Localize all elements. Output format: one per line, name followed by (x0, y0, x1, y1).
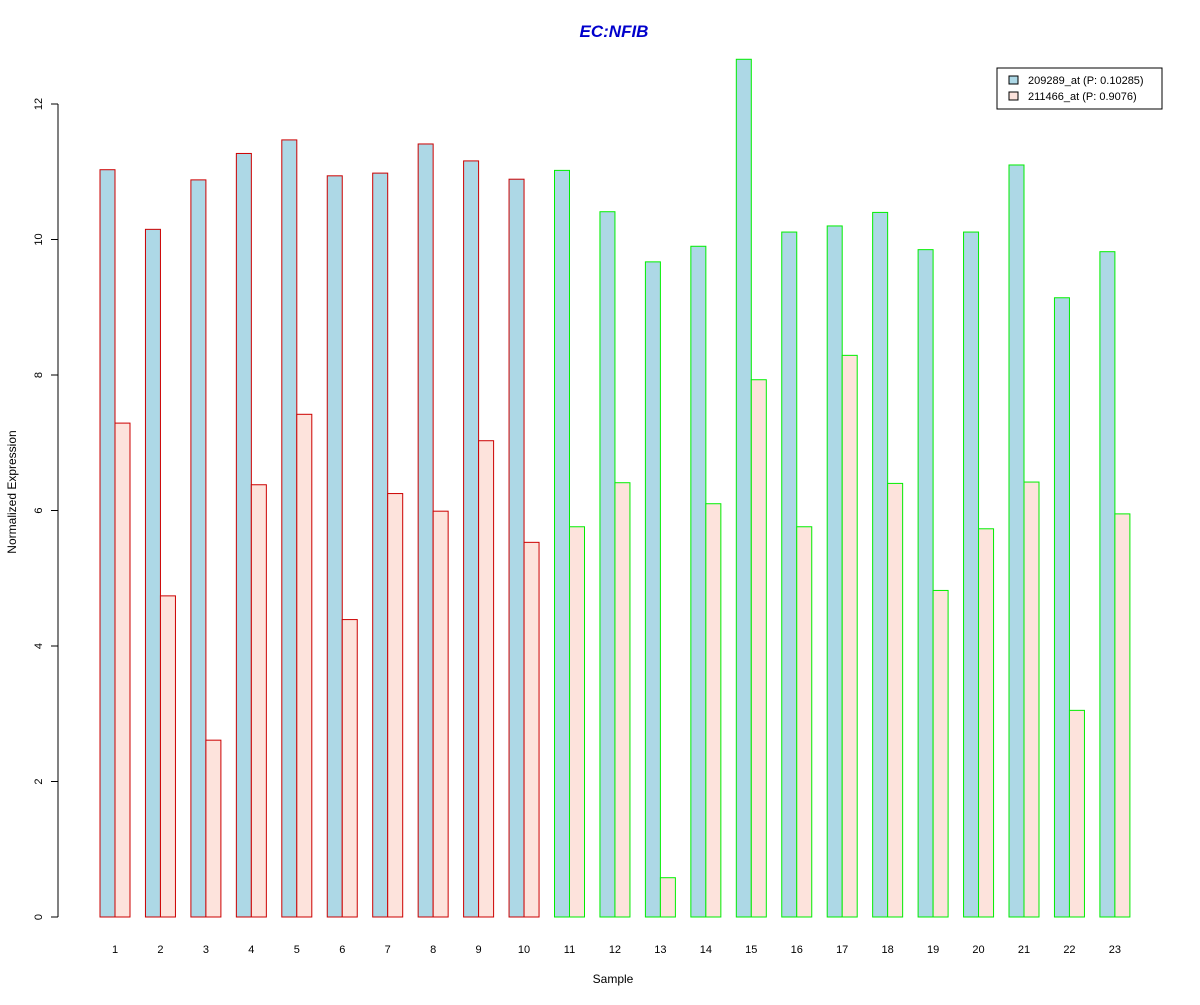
bar-series-1-sample-23 (1099, 251, 1116, 918)
bar-series-1-sample-2 (144, 228, 161, 918)
bar-series-1-sample-16 (781, 231, 798, 918)
x-tick-label: 13 (654, 944, 666, 956)
bar-series-1-sample-10 (508, 178, 525, 918)
bar-series-2-sample-21 (1023, 481, 1040, 918)
x-tick-label: 18 (882, 944, 894, 956)
y-tick-label: 2 (33, 778, 45, 784)
x-tick-label: 12 (609, 944, 621, 956)
legend-swatch-series-2 (1008, 91, 1019, 101)
bar-series-1-sample-9 (463, 160, 480, 918)
x-tick-label: 11 (564, 944, 575, 956)
bar-series-1-sample-5 (281, 139, 298, 918)
x-tick-label: 22 (1063, 944, 1075, 956)
bar-series-1-sample-1 (99, 169, 116, 918)
bar-series-2-sample-6 (341, 619, 358, 918)
y-tick-label: 4 (33, 643, 45, 649)
x-tick-label: 7 (385, 944, 391, 956)
bar-series-1-sample-13 (644, 261, 661, 918)
bar-series-1-sample-7 (372, 172, 389, 918)
bar-series-2-sample-9 (478, 440, 495, 918)
legend-swatch-series-1 (1008, 75, 1019, 85)
x-tick-label: 14 (700, 944, 712, 956)
bar-series-1-sample-17 (826, 225, 843, 918)
x-tick-label: 8 (430, 944, 436, 956)
bar-series-2-sample-14 (705, 503, 722, 918)
bar-series-2-sample-7 (387, 493, 404, 918)
x-tick-label: 17 (836, 944, 848, 956)
bars-layer (99, 58, 1131, 918)
x-tick-labels: 1 2 3 4 5 6 7 8 9 10 11 12 13 14 15 16 17 18 19 20 21 22 23 (112, 944, 1121, 956)
bar-series-2-sample-20 (978, 528, 995, 918)
x-tick-label: 15 (745, 944, 757, 956)
bar-series-1-sample-12 (599, 211, 616, 918)
bar-series-2-sample-13 (659, 877, 676, 918)
legend: 209289_at (P: 0.10285) 211466_at (P: 0.9… (996, 67, 1163, 110)
y-tick-label: 8 (33, 372, 45, 378)
bar-series-2-sample-8 (432, 510, 449, 918)
bar-series-2-sample-10 (523, 541, 540, 918)
bar-series-2-sample-1 (114, 422, 131, 918)
bar-series-2-sample-11 (569, 526, 585, 918)
bar-series-1-sample-18 (872, 211, 889, 918)
x-tick-label: 21 (1018, 944, 1030, 956)
legend-label-series-1: 209289_at (P: 0.10285) (1028, 75, 1144, 87)
x-tick-label: 23 (1109, 944, 1121, 956)
bar-series-2-sample-5 (296, 413, 313, 918)
x-tick-label: 4 (248, 944, 254, 956)
bar-series-1-sample-8 (417, 143, 434, 918)
y-tick-label: 12 (33, 98, 45, 110)
bar-series-2-sample-16 (796, 526, 813, 918)
legend-label-series-2: 211466_at (P: 0.9076) (1028, 91, 1137, 103)
legend-box (996, 67, 1163, 110)
chart-title: EC:NFIB (580, 22, 649, 41)
x-tick-label: 3 (203, 944, 209, 956)
bar-series-2-sample-12 (614, 482, 631, 918)
bar-series-2-sample-15 (750, 379, 767, 918)
y-axis-label: Normalized Expression (5, 430, 19, 553)
bar-series-2-sample-18 (887, 482, 904, 918)
bar-series-2-sample-3 (205, 739, 222, 918)
x-tick-label: 2 (157, 944, 163, 956)
bar-series-1-sample-21 (1008, 164, 1025, 918)
bar-series-1-sample-11 (554, 169, 570, 918)
bar-series-1-sample-19 (917, 249, 934, 918)
bar-series-1-sample-3 (190, 179, 207, 918)
bar-series-2-sample-2 (159, 595, 176, 918)
x-tick-label: 5 (294, 944, 300, 956)
bar-series-2-sample-4 (250, 484, 267, 918)
y-tick-label: 0 (33, 914, 45, 920)
x-tick-label: 16 (791, 944, 803, 956)
bar-series-1-sample-15 (735, 58, 752, 918)
x-axis-label: Sample (593, 972, 634, 986)
bar-series-1-sample-4 (235, 152, 252, 918)
bar-series-2-sample-17 (841, 354, 858, 918)
x-tick-label: 9 (476, 944, 482, 956)
bar-series-2-sample-19 (932, 589, 949, 918)
x-tick-label: 19 (927, 944, 939, 956)
y-tick-label: 6 (33, 507, 45, 513)
x-tick-label: 10 (518, 944, 530, 956)
bar-series-1-sample-22 (1053, 297, 1070, 918)
bar-series-1-sample-14 (690, 245, 707, 918)
bar-series-1-sample-20 (963, 231, 980, 918)
x-tick-label: 20 (972, 944, 984, 956)
bar-series-2-sample-22 (1068, 709, 1085, 918)
x-tick-label: 1 (112, 944, 118, 956)
y-axis: 0 2 4 6 8 10 12 (33, 98, 59, 920)
x-tick-label: 6 (339, 944, 345, 956)
bar-series-1-sample-6 (326, 175, 343, 918)
y-tick-label: 10 (33, 233, 45, 245)
bar-series-2-sample-23 (1114, 513, 1131, 918)
